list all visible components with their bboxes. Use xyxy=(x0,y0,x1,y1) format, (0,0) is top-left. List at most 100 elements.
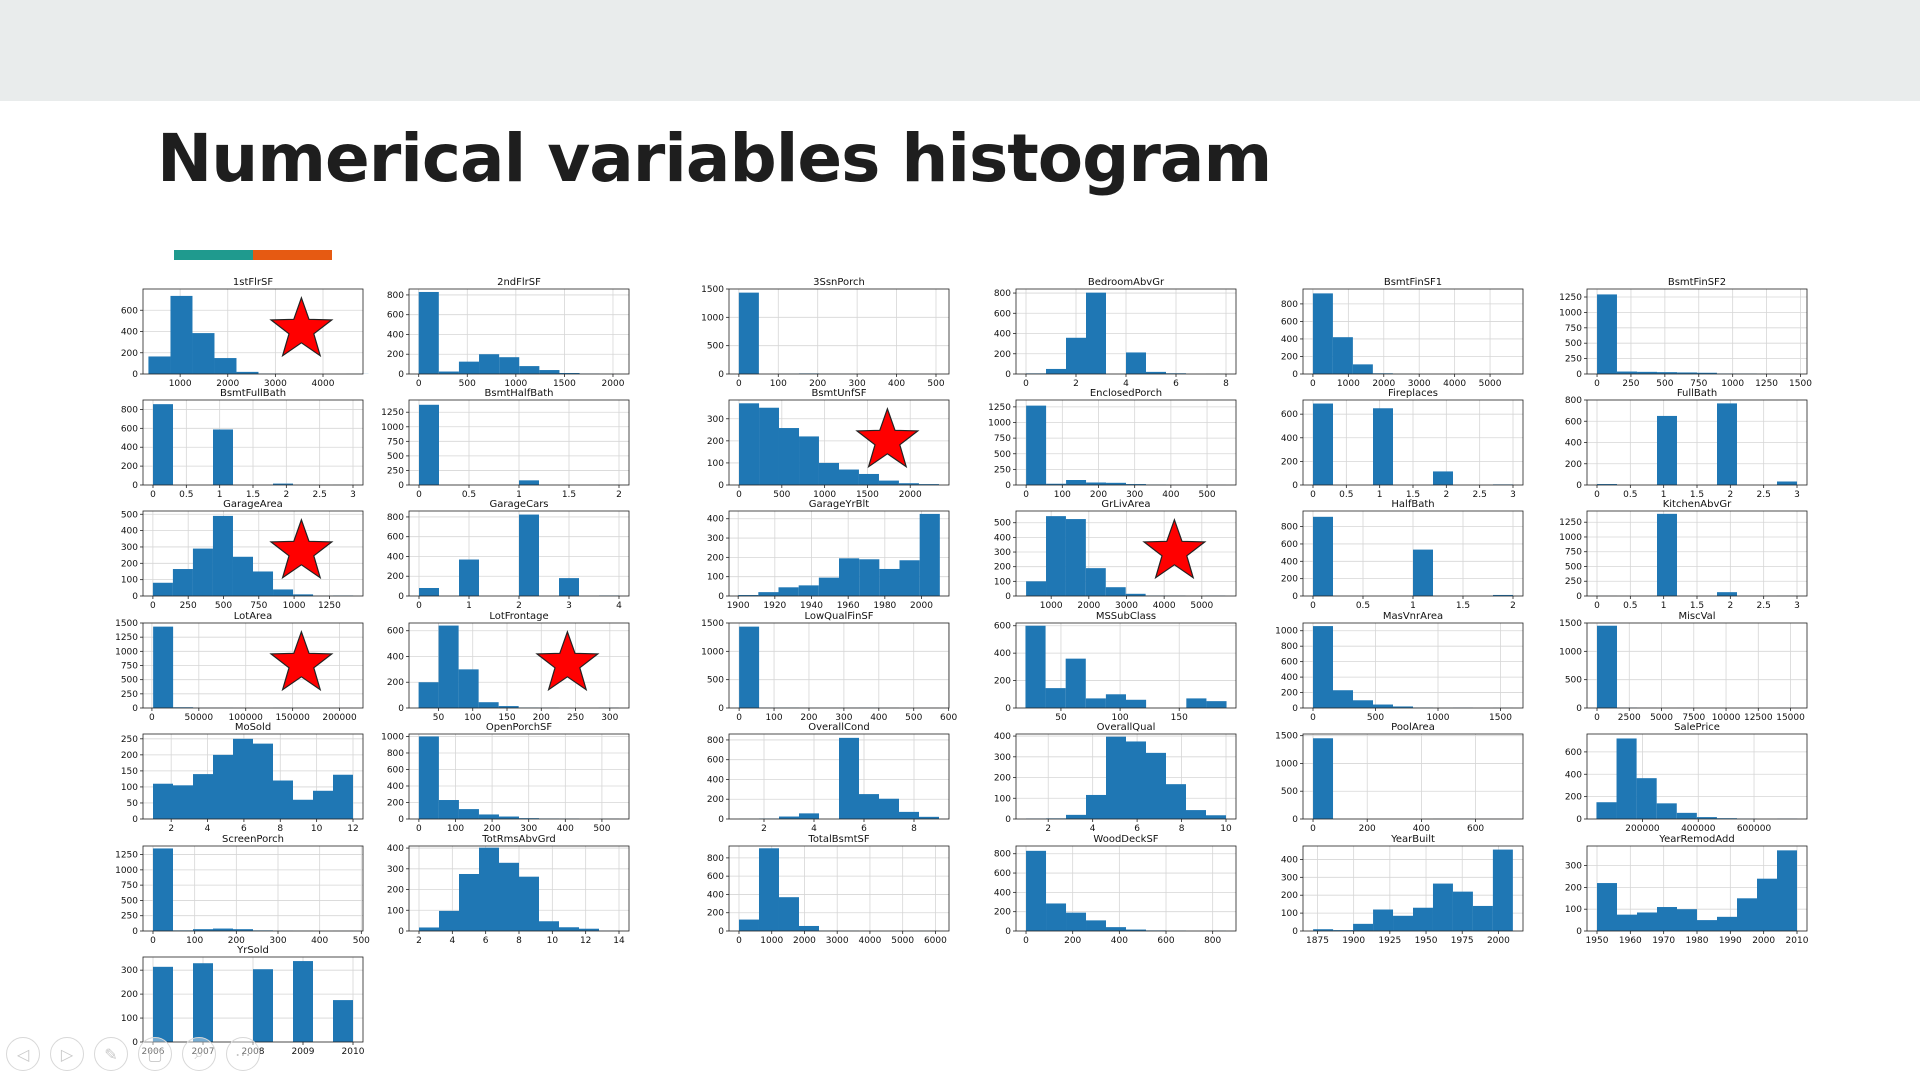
histogram-bar xyxy=(1617,914,1637,931)
y-tick-label: 600 xyxy=(1281,658,1298,668)
histogram-bar xyxy=(419,587,439,596)
histogram-bar xyxy=(839,469,859,485)
y-tick-label: 300 xyxy=(707,415,724,425)
histogram-bar xyxy=(1106,736,1126,819)
chart-title: 1stFlrSF xyxy=(233,277,273,288)
histogram-bar xyxy=(1493,594,1513,596)
histogram-bar xyxy=(898,483,919,485)
histogram-bar xyxy=(859,794,879,819)
pen-icon[interactable]: ✎ xyxy=(94,1037,128,1071)
histogram-bar xyxy=(1657,907,1677,931)
star-icon xyxy=(269,295,334,358)
y-tick-label: 150 xyxy=(121,767,138,777)
x-tick-label: 8 xyxy=(1223,379,1229,389)
x-tick-label: 1.5 xyxy=(1690,490,1704,500)
x-tick-label: 15000 xyxy=(1776,713,1805,723)
y-tick-label: 200 xyxy=(387,350,404,360)
y-tick-label: 600 xyxy=(1565,748,1582,758)
next-slide-icon[interactable]: ▷ xyxy=(50,1037,84,1071)
chart-title: SalePrice xyxy=(1674,722,1720,733)
x-tick-label: 1000 xyxy=(1040,601,1063,611)
y-tick-label: 1500 xyxy=(115,619,138,629)
chart-title: FullBath xyxy=(1677,388,1717,399)
x-tick-label: 3 xyxy=(566,601,572,611)
x-tick-label: 1.5 xyxy=(1456,601,1470,611)
x-tick-label: 3 xyxy=(350,490,356,500)
y-tick-label: 400 xyxy=(121,443,138,453)
y-tick-label: 300 xyxy=(121,543,138,553)
histogram-bar xyxy=(1126,699,1147,708)
histogram-bar xyxy=(1597,883,1617,931)
x-tick-label: 600 xyxy=(940,713,957,723)
x-tick-label: 4 xyxy=(1123,379,1129,389)
y-tick-label: 400 xyxy=(1281,335,1298,345)
y-tick-label: 500 xyxy=(387,452,404,462)
y-tick-label: 800 xyxy=(387,513,404,523)
x-tick-label: 300 xyxy=(835,713,852,723)
x-tick-label: 400 xyxy=(1413,824,1430,834)
x-tick-label: 500 xyxy=(1656,379,1673,389)
x-tick-label: 5000 xyxy=(891,936,914,946)
histogram-bar xyxy=(1677,372,1697,374)
y-tick-label: 0 xyxy=(1005,815,1011,825)
x-tick-label: 0 xyxy=(1594,601,1600,611)
histogram-bar xyxy=(519,480,539,485)
x-tick-label: 1980 xyxy=(873,601,896,611)
chart-title: OpenPorchSF xyxy=(486,722,553,733)
histogram-bar xyxy=(153,626,174,708)
x-tick-label: 1875 xyxy=(1306,936,1329,946)
chart-title: BsmtUnfSF xyxy=(811,388,866,399)
x-tick-label: 6000 xyxy=(924,936,947,946)
histogram-bar xyxy=(153,404,173,485)
histogram-bar xyxy=(1086,794,1106,819)
histogram-bar xyxy=(293,961,313,1042)
y-tick-label: 800 xyxy=(707,736,724,746)
y-tick-label: 200 xyxy=(387,798,404,808)
histogram-bar xyxy=(1433,471,1453,485)
x-tick-label: 2 xyxy=(1727,490,1733,500)
x-tick-label: 10 xyxy=(547,936,559,946)
y-tick-label: 400 xyxy=(994,533,1011,543)
y-tick-label: 250 xyxy=(121,912,138,922)
y-tick-label: 0 xyxy=(398,592,404,602)
chart-title: OverallCond xyxy=(808,722,870,733)
y-tick-label: 0 xyxy=(1576,370,1582,380)
y-tick-label: 1250 xyxy=(115,633,138,643)
x-tick-label: 500 xyxy=(593,824,610,834)
x-tick-label: 1.5 xyxy=(246,490,260,500)
x-tick-label: 2000 xyxy=(793,936,816,946)
histogram-bar xyxy=(458,809,479,819)
histogram-garageyrblt: 1900 1920 1940 1960 1980 2000 0 100 200 300 400 Gar… xyxy=(707,499,950,611)
x-tick-label: 2 xyxy=(516,601,522,611)
x-tick-label: 750 xyxy=(1690,379,1707,389)
chart-title: GarageArea xyxy=(223,499,283,510)
histogram-bar xyxy=(1085,568,1106,596)
x-tick-label: 2 xyxy=(283,490,289,500)
x-tick-label: 500 xyxy=(459,379,476,389)
x-tick-label: 200 xyxy=(800,713,817,723)
y-tick-label: 0 xyxy=(1005,592,1011,602)
copy-icon[interactable]: ▢ xyxy=(138,1037,172,1071)
x-tick-label: 400000 xyxy=(1681,824,1716,834)
zoom-icon[interactable]: ⌕ xyxy=(182,1037,216,1071)
histogram-bar xyxy=(1373,408,1393,485)
y-tick-label: 600 xyxy=(1565,417,1582,427)
histogram-bar xyxy=(439,910,459,931)
histogram-bar xyxy=(419,927,439,931)
y-tick-label: 600 xyxy=(707,872,724,882)
prev-slide-icon[interactable]: ◁ xyxy=(6,1037,40,1071)
y-tick-label: 0 xyxy=(398,704,404,714)
y-tick-label: 1000 xyxy=(1275,759,1298,769)
more-icon[interactable]: ⋯ xyxy=(226,1037,260,1071)
x-tick-label: 50000 xyxy=(185,713,214,723)
histogram-bsmtfullbath: 0 0.5 1 1.5 2 2.5 3 0 200 400 600 800 BsmtFullBath xyxy=(121,388,364,500)
y-tick-label: 200 xyxy=(994,908,1011,918)
x-tick-label: 400 xyxy=(557,824,574,834)
histogram-bar xyxy=(418,682,439,708)
x-tick-label: 1925 xyxy=(1378,936,1401,946)
histogram-bar xyxy=(1066,337,1086,374)
x-tick-label: 0 xyxy=(736,713,742,723)
y-tick-label: 200 xyxy=(707,795,724,805)
y-tick-label: 0 xyxy=(1292,704,1298,714)
histogram-bar xyxy=(152,582,173,596)
